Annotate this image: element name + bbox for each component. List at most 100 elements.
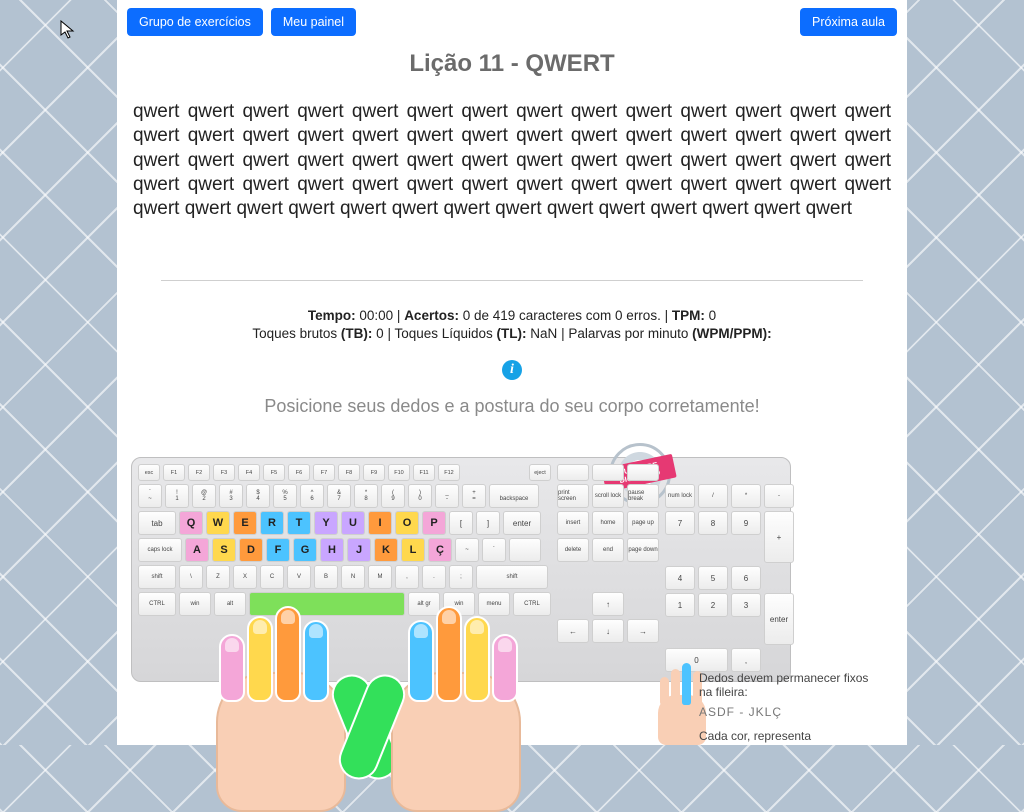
main-panel: Grupo de exercícios Meu painel Próxima a… — [117, 0, 907, 745]
tip-title: Dedos devem permanecer fixos na fileira: — [699, 671, 879, 699]
key: )0 — [408, 484, 432, 508]
key: R — [260, 511, 284, 535]
keyboard-stage: CURSO DE DIGITAÇÃO escF1F2F3F4F5F6F7F8F9… — [131, 457, 791, 682]
key: num lock — [665, 484, 695, 508]
keyboard-nav-cluster: print screenscroll lockpause break inser… — [557, 464, 659, 646]
key: J — [347, 538, 371, 562]
key: CTRL — [138, 592, 176, 616]
key: ↓ — [592, 619, 624, 643]
tl-value: NaN — [530, 326, 557, 341]
key: 6 — [731, 566, 761, 590]
key: 3 — [731, 593, 761, 617]
tb-label: Toques brutos — [252, 326, 337, 341]
finger — [275, 606, 301, 702]
key: F9 — [363, 464, 385, 481]
key: Ç — [428, 538, 452, 562]
key: U — [341, 511, 365, 535]
key: O — [395, 511, 419, 535]
key: (9 — [381, 484, 405, 508]
mini-finger — [682, 663, 691, 705]
finger — [436, 606, 462, 702]
key: ← — [557, 619, 589, 643]
key: 9 — [731, 511, 761, 535]
my-panel-button[interactable]: Meu painel — [271, 8, 356, 36]
separator — [161, 280, 863, 281]
key: F3 — [213, 464, 235, 481]
key: + — [764, 511, 794, 563]
instruction-text: Posicione seus dedos e a postura do seu … — [127, 396, 897, 417]
exercise-group-button[interactable]: Grupo de exercícios — [127, 8, 263, 36]
next-lesson-button[interactable]: Próxima aula — [800, 8, 897, 36]
key: scroll lock — [592, 484, 624, 508]
key — [592, 464, 624, 481]
key: F — [266, 538, 290, 562]
key: → — [627, 619, 659, 643]
key: $4 — [246, 484, 270, 508]
key: #3 — [219, 484, 243, 508]
key: F7 — [313, 464, 335, 481]
tip-homerow: ASDF - JKLÇ — [699, 705, 879, 719]
finger — [219, 634, 245, 702]
key: += — [462, 484, 486, 508]
finger — [303, 620, 329, 702]
key: F5 — [263, 464, 285, 481]
key: , — [731, 648, 761, 672]
wpm-abbr: (WPM/PPM): — [692, 326, 771, 341]
key: ´ — [482, 538, 506, 562]
key: `~ — [138, 484, 162, 508]
key: K — [374, 538, 398, 562]
tpm-value: 0 — [709, 308, 717, 323]
tempo-value: 00:00 — [359, 308, 393, 323]
left-hand — [191, 572, 371, 812]
key: 8 — [698, 511, 728, 535]
key: F10 — [388, 464, 410, 481]
key: F4 — [238, 464, 260, 481]
key: print screen — [557, 484, 589, 508]
key: F2 — [188, 464, 210, 481]
tb-abbr: (TB): — [341, 326, 372, 341]
key: insert — [557, 511, 589, 535]
tl-abbr: (TL): — [497, 326, 527, 341]
key: esc — [138, 464, 160, 481]
tb-value: 0 — [376, 326, 384, 341]
key: 2 — [698, 593, 728, 617]
key: %5 — [273, 484, 297, 508]
mini-finger — [660, 677, 669, 705]
mouse-cursor-icon — [60, 20, 76, 40]
key: F6 — [288, 464, 310, 481]
finger — [492, 634, 518, 702]
wpm-label: Palarvas por minuto — [568, 326, 688, 341]
key: S — [212, 538, 236, 562]
key: Y — [314, 511, 338, 535]
right-hand — [366, 572, 546, 812]
key: ~ — [455, 538, 479, 562]
key: F8 — [338, 464, 360, 481]
key: backspace — [489, 484, 539, 508]
key: ^6 — [300, 484, 324, 508]
acertos-value: 0 de 419 caracteres com 0 erros. — [463, 308, 661, 323]
key: H — [320, 538, 344, 562]
key: I — [368, 511, 392, 535]
key: W — [206, 511, 230, 535]
key: F1 — [163, 464, 185, 481]
key: 5 — [698, 566, 728, 590]
key: _- — [435, 484, 459, 508]
key: eject — [529, 464, 551, 481]
tpm-label: TPM: — [672, 308, 705, 323]
key: [ — [449, 511, 473, 535]
key: shift — [138, 565, 176, 589]
key: - — [764, 484, 794, 508]
info-icon[interactable]: i — [502, 360, 522, 380]
key: F12 — [438, 464, 460, 481]
typing-text: qwert qwert qwert qwert qwert qwert qwer… — [127, 100, 897, 222]
tl-label: Toques Líquidos — [394, 326, 492, 341]
key: 7 — [665, 511, 695, 535]
key: page down — [627, 538, 659, 562]
mini-finger — [671, 669, 680, 705]
key: 1 — [665, 593, 695, 617]
finger — [408, 620, 434, 702]
key: ↑ — [592, 592, 624, 616]
key: !1 — [165, 484, 189, 508]
key — [627, 464, 659, 481]
key: caps lock — [138, 538, 182, 562]
